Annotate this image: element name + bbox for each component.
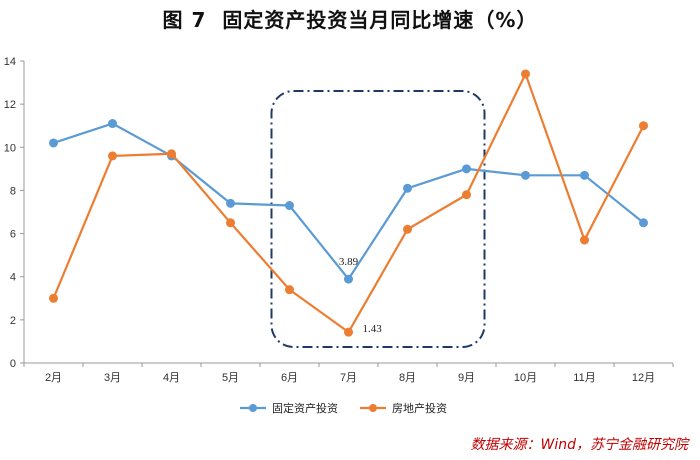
x-tick-label: 7月	[340, 372, 357, 384]
data-point	[344, 327, 353, 337]
y-tick-label: 10	[4, 142, 16, 154]
data-point	[226, 218, 235, 228]
data-point	[639, 121, 648, 131]
legend-marker	[369, 404, 377, 412]
x-tick-label: 12月	[632, 372, 655, 384]
data-label: 3.89	[339, 256, 359, 268]
x-tick-label: 8月	[399, 372, 416, 384]
legend-label: 房地产投资	[392, 401, 447, 415]
data-point	[462, 190, 471, 200]
legend-label: 固定资产投资	[272, 401, 338, 415]
x-tick-label: 5月	[222, 372, 239, 384]
data-point	[49, 138, 58, 148]
y-tick-label: 12	[4, 99, 16, 111]
y-tick-label: 14	[4, 56, 16, 68]
data-label: 1.43	[363, 323, 383, 335]
data-point	[49, 293, 58, 303]
y-tick-label: 0	[10, 358, 16, 370]
data-point	[285, 285, 294, 295]
x-tick-label: 6月	[281, 372, 298, 384]
y-tick-label: 2	[10, 315, 16, 327]
data-point	[521, 170, 530, 180]
data-point	[403, 183, 412, 193]
data-point	[108, 151, 117, 161]
data-point	[403, 224, 412, 234]
data-point	[226, 198, 235, 208]
x-tick-label: 2月	[45, 372, 62, 384]
legend-marker	[249, 404, 257, 412]
y-tick-label: 6	[10, 229, 16, 241]
data-point	[639, 218, 648, 228]
data-point	[167, 149, 176, 159]
x-tick-label: 9月	[458, 372, 475, 384]
data-point	[580, 170, 589, 180]
chart-title: 图 7 固定资产投资当月同比增速（%）	[0, 4, 700, 33]
series-line-2	[52, 72, 645, 334]
data-point	[462, 164, 471, 174]
x-tick-label: 10月	[514, 372, 537, 384]
data-point	[344, 274, 353, 284]
source-note: 数据来源：Wind，苏宁金融研究院	[470, 437, 689, 453]
x-tick-label: 11月	[573, 372, 595, 384]
highlight-box	[270, 90, 486, 348]
title-text: 固定资产投资当月同比增速（%）	[222, 8, 538, 32]
data-point	[108, 119, 117, 129]
y-tick-label: 4	[10, 272, 16, 284]
x-tick-label: 3月	[104, 372, 121, 384]
y-tick-label: 8	[10, 185, 16, 197]
data-point	[285, 201, 294, 211]
data-point	[580, 235, 589, 245]
data-point	[521, 69, 530, 79]
figure-label: 图 7	[162, 8, 207, 32]
x-tick-label: 4月	[163, 372, 180, 384]
